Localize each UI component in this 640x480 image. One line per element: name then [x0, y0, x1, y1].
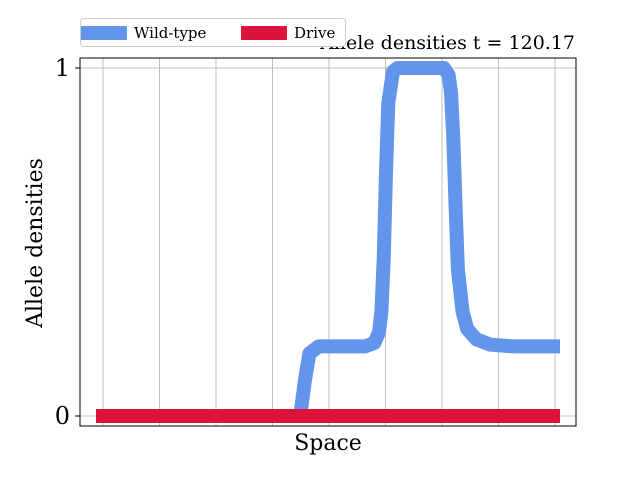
x-axis-label: Space — [294, 431, 362, 456]
y-axis-ticks: 01 — [55, 54, 80, 430]
series-line-wild-type — [96, 61, 560, 423]
chart-title: Allele densities t = 120.17 — [319, 32, 575, 54]
y-tick-label: 0 — [55, 402, 70, 430]
legend-swatch-drive — [241, 26, 287, 40]
legend-item-drive: Drive — [241, 24, 335, 42]
legend: Wild-type Drive — [80, 18, 346, 47]
legend-label-drive: Drive — [294, 24, 336, 42]
y-tick-label: 1 — [55, 54, 70, 82]
legend-label-wild-type: Wild-type — [134, 24, 207, 42]
legend-item-wild-type: Wild-type — [81, 24, 206, 42]
grid-lines — [80, 58, 576, 426]
legend-swatch-wild-type — [81, 26, 127, 40]
series-lines — [96, 61, 560, 423]
plot-frame — [79, 57, 577, 427]
y-axis-label: Allele densities — [23, 158, 48, 329]
